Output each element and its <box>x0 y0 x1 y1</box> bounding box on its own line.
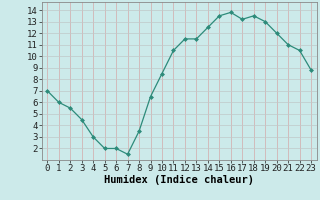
X-axis label: Humidex (Indice chaleur): Humidex (Indice chaleur) <box>104 175 254 185</box>
